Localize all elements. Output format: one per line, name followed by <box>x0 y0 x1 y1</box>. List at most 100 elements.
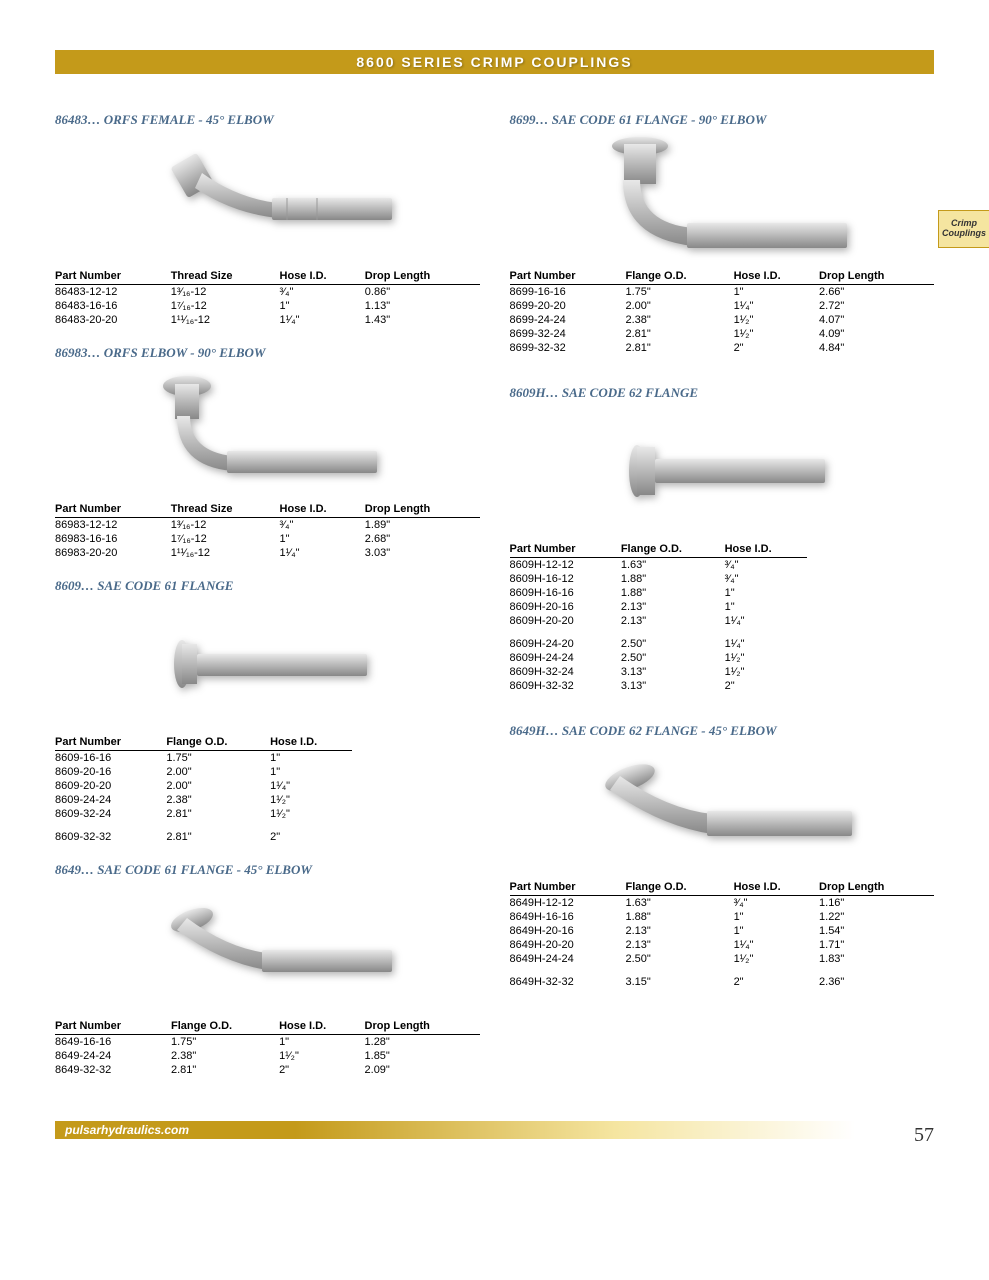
table-cell: 1.13" <box>365 299 480 313</box>
column-header: Hose I.D. <box>279 1018 364 1035</box>
section-title-8649: 8649… SAE CODE 61 FLANGE - 45° ELBOW <box>55 862 480 878</box>
table-row: 8609-20-202.00"1¹⁄₄" <box>55 779 352 793</box>
table-cell: 2.81" <box>166 807 270 821</box>
product-image-45-elbow-flange-62 <box>510 749 935 869</box>
table-cell: 2.50" <box>621 628 725 651</box>
table-cell: 86483-12-12 <box>55 285 171 300</box>
product-image-90-elbow-orfs <box>55 371 480 491</box>
table-cell: 8609H-16-12 <box>510 572 621 586</box>
table-row: 8609-24-242.38"1¹⁄₂" <box>55 793 352 807</box>
table-cell: 1.43" <box>365 313 480 327</box>
table-row: 8699-32-322.81"2"4.84" <box>510 341 935 355</box>
table-cell: 8699-32-24 <box>510 327 626 341</box>
table-cell: 1.88" <box>621 572 725 586</box>
table-cell: 1.75" <box>166 751 270 766</box>
table-row: 86983-12-121³⁄₁₆-12³⁄₄"1.89" <box>55 518 480 533</box>
table-cell: 2" <box>725 679 807 693</box>
table-cell: 1.63" <box>621 558 725 573</box>
table-cell: 1¹⁄₄" <box>270 779 352 793</box>
page-header: 8600 SERIES CRIMP COUPLINGS <box>55 50 934 74</box>
table-cell: 2.13" <box>621 600 725 614</box>
table-cell: 1" <box>734 924 819 938</box>
section-title-86983: 86983… ORFS ELBOW - 90° ELBOW <box>55 345 480 361</box>
table-cell: 1⁷⁄₁₆-12 <box>171 299 280 313</box>
table-cell: 1³⁄₁₆-12 <box>171 285 280 300</box>
table-cell: 2.13" <box>621 614 725 628</box>
table-cell: 1¹¹⁄₁₆-12 <box>171 546 280 560</box>
table-cell: 1¹⁄₂" <box>734 327 819 341</box>
table-cell: 2.68" <box>365 532 480 546</box>
page-number: 57 <box>914 1124 934 1147</box>
column-header: Hose I.D. <box>725 541 807 558</box>
table-row: 8609-16-161.75"1" <box>55 751 352 766</box>
table-cell: 3.13" <box>621 665 725 679</box>
side-tab-line2: Couplings <box>942 229 986 239</box>
table-cell: 86983-20-20 <box>55 546 171 560</box>
table-cell: 2.00" <box>625 299 733 313</box>
table-cell: 2.72" <box>819 299 934 313</box>
section-title-8649h: 8649H… SAE CODE 62 FLANGE - 45° ELBOW <box>510 723 935 739</box>
table-row: 8609H-20-202.13"1¹⁄₄" <box>510 614 807 628</box>
table-cell: 8609-32-32 <box>55 821 166 844</box>
table-cell: 8699-24-24 <box>510 313 626 327</box>
table-row: 8649-16-161.75"1"1.28" <box>55 1035 480 1050</box>
table-row: 8649H-32-323.15"2"2.36" <box>510 966 935 989</box>
table-cell: 1¹⁄₂" <box>734 952 819 966</box>
table-row: 8649H-20-202.13"1¹⁄₄"1.71" <box>510 938 935 952</box>
table-row: 8609-20-162.00"1" <box>55 765 352 779</box>
table-cell: 2.50" <box>625 952 733 966</box>
table-row: 86483-16-161⁷⁄₁₆-121"1.13" <box>55 299 480 313</box>
table-row: 8649H-20-162.13"1"1.54" <box>510 924 935 938</box>
table-cell: 2.36" <box>819 966 934 989</box>
table-cell: ³⁄₄" <box>725 558 807 573</box>
table-cell: 8609H-32-24 <box>510 665 621 679</box>
table-cell: 8609-16-16 <box>55 751 166 766</box>
column-header: Part Number <box>510 541 621 558</box>
table-cell: 8649H-16-16 <box>510 910 626 924</box>
table-cell: 1" <box>734 910 819 924</box>
table-row: 86483-12-121³⁄₁₆-12³⁄₄"0.86" <box>55 285 480 300</box>
section-title-8699: 8699… SAE CODE 61 FLANGE - 90° ELBOW <box>510 112 935 128</box>
product-image-90-elbow-flange-61 <box>510 138 935 258</box>
table-cell: 86483-16-16 <box>55 299 171 313</box>
column-header: Drop Length <box>819 879 934 896</box>
table-cell: 1.54" <box>819 924 934 938</box>
table-cell: 2.81" <box>625 327 733 341</box>
table-8609: Part NumberFlange O.D.Hose I.D.8609-16-1… <box>55 734 352 844</box>
table-cell: 8609H-24-20 <box>510 628 621 651</box>
side-tab: Crimp Couplings <box>938 210 989 248</box>
table-cell: 8649H-32-32 <box>510 966 626 989</box>
table-row: 8649H-12-121.63"³⁄₄"1.16" <box>510 896 935 911</box>
column-header: Thread Size <box>171 268 280 285</box>
product-image-45-elbow-orfs <box>55 138 480 258</box>
table-row: 8699-24-242.38"1¹⁄₂"4.07" <box>510 313 935 327</box>
table-cell: 86483-20-20 <box>55 313 171 327</box>
table-cell: 86983-16-16 <box>55 532 171 546</box>
table-row: 8609H-20-162.13"1" <box>510 600 807 614</box>
table-cell: 1.22" <box>819 910 934 924</box>
section-title-8609h: 8609H… SAE CODE 62 FLANGE <box>510 385 935 401</box>
footer-url: pulsarhydraulics.com <box>55 1121 855 1139</box>
table-row: 86983-20-201¹¹⁄₁₆-121¹⁄₄"3.03" <box>55 546 480 560</box>
table-cell: 1¹⁄₂" <box>270 807 352 821</box>
table-cell: 1.71" <box>819 938 934 952</box>
column-header: Hose I.D. <box>280 501 365 518</box>
table-cell: 8609-32-24 <box>55 807 166 821</box>
table-cell: 1.75" <box>625 285 733 300</box>
table-cell: 1⁷⁄₁₆-12 <box>171 532 280 546</box>
table-cell: 1" <box>725 600 807 614</box>
product-image-straight-flange-61 <box>55 604 480 724</box>
table-row: 8699-32-242.81"1¹⁄₂"4.09" <box>510 327 935 341</box>
column-header: Drop Length <box>365 268 480 285</box>
table-cell: 1¹⁄₄" <box>734 938 819 952</box>
column-header: Drop Length <box>365 501 480 518</box>
table-8609h: Part NumberFlange O.D.Hose I.D.8609H-12-… <box>510 541 807 693</box>
table-cell: 2" <box>270 821 352 844</box>
table-cell: 2.81" <box>166 821 270 844</box>
table-cell: 1.63" <box>625 896 733 911</box>
table-cell: 0.86" <box>365 285 480 300</box>
table-row: 8609H-32-323.13"2" <box>510 679 807 693</box>
table-cell: 2.00" <box>166 779 270 793</box>
table-cell: 1.28" <box>365 1035 480 1050</box>
table-cell: 1" <box>734 285 819 300</box>
